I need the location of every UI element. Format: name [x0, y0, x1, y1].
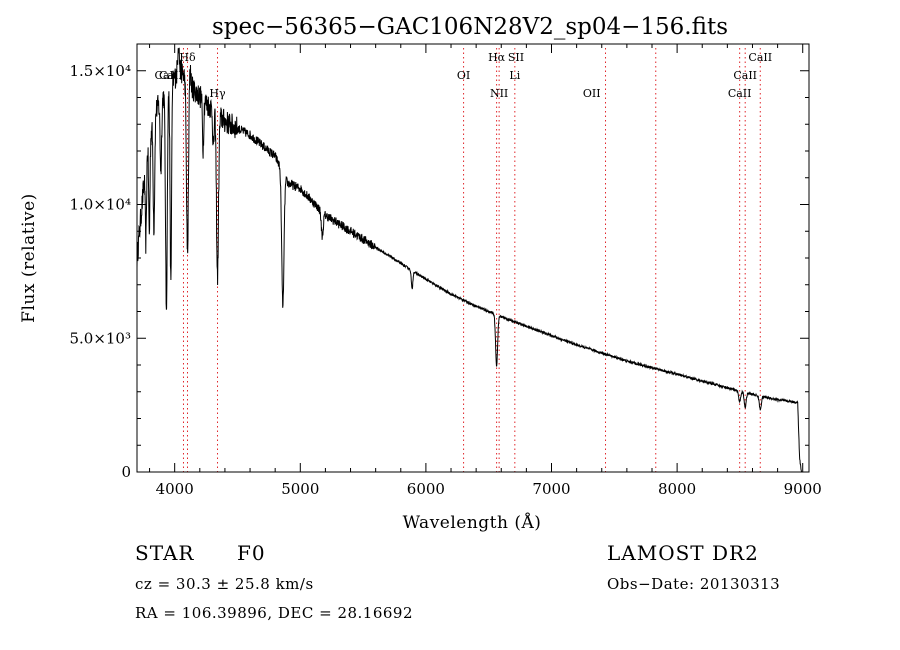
y-tick-label: 1.0×10⁴: [69, 196, 131, 214]
line-label: Li: [509, 69, 520, 82]
coordinates: RA = 106.39896, DEC = 28.16692: [135, 604, 414, 622]
subclass: F0: [237, 541, 266, 565]
line-label: Hγ: [209, 87, 226, 100]
y-tick-label: 1.5×10⁴: [69, 62, 131, 80]
y-axis-label: Flux (relative): [19, 193, 39, 323]
line-label: CaII: [748, 51, 772, 64]
x-axis-label: Wavelength (Å): [403, 512, 542, 533]
x-tick-label: 8000: [658, 480, 696, 498]
x-tick-label: 9000: [784, 480, 822, 498]
line-label: OI: [457, 69, 470, 82]
line-label: CaII: [728, 87, 752, 100]
y-tick-label: 5.0×10³: [69, 329, 131, 347]
obs-date: Obs−Date: 20130313: [607, 575, 781, 593]
line-label: CaII: [733, 69, 757, 82]
redshift: cz = 30.3 ± 25.8 km/s: [135, 575, 314, 593]
line-label: Hδ: [179, 51, 196, 64]
y-axis-ticks: 0 5.0×10³ 1.0×10⁴ 1.5×10⁴: [69, 62, 809, 481]
spectrum-line: [136, 47, 803, 473]
y-tick-label: 0: [121, 463, 131, 481]
plot-frame: [136, 43, 810, 473]
x-tick-label: 5000: [281, 480, 319, 498]
x-tick-label: 4000: [156, 480, 194, 498]
x-tick-label: 7000: [532, 480, 570, 498]
line-label: NII: [490, 87, 508, 100]
line-markers: [182, 48, 761, 472]
line-label: OII: [583, 87, 601, 100]
x-tick-label: 6000: [407, 480, 445, 498]
survey-name: LAMOST DR2: [607, 541, 759, 565]
line-label: SII: [508, 51, 524, 64]
object-type: STAR: [135, 541, 195, 565]
x-axis-ticks: 4000 5000 6000 7000 8000 9000: [149, 44, 822, 498]
line-label: Hα: [488, 51, 506, 64]
chart-title: spec−56365−GAC106N28V2_sp04−156.fits: [212, 14, 728, 40]
